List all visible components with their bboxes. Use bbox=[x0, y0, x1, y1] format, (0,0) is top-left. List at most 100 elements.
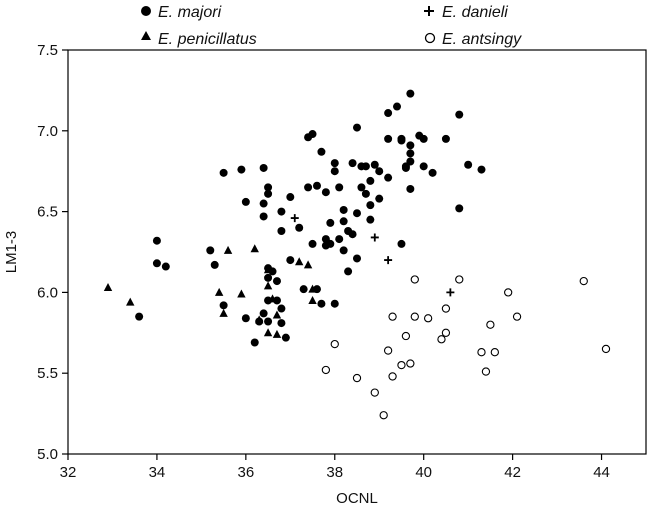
point-penicillatus bbox=[268, 294, 277, 303]
point-majori bbox=[264, 296, 273, 305]
legend-marker-filled-triangle bbox=[141, 31, 151, 40]
legend-marker-open-circle bbox=[424, 32, 436, 44]
point-antsingy bbox=[352, 373, 362, 383]
point-majori bbox=[219, 301, 228, 310]
legend: E. majori E. danieli E. penicillatus E. … bbox=[141, 4, 522, 48]
point-majori bbox=[272, 277, 281, 286]
y-tick-label: 6.0 bbox=[37, 284, 58, 301]
point-penicillatus bbox=[263, 328, 273, 337]
point-majori bbox=[326, 218, 335, 227]
point-majori bbox=[277, 207, 286, 216]
point-antsingy bbox=[490, 348, 499, 357]
point-antsingy bbox=[397, 360, 406, 370]
point-majori bbox=[353, 209, 361, 218]
point-danieli bbox=[384, 256, 393, 265]
y-tick-label: 5.0 bbox=[37, 446, 58, 463]
point-majori bbox=[406, 89, 415, 98]
legend-item-antsingy: E. antsingy bbox=[424, 31, 522, 48]
point-majori bbox=[406, 184, 415, 193]
point-majori bbox=[393, 102, 402, 111]
point-majori bbox=[419, 162, 428, 171]
point-penicillatus bbox=[250, 244, 259, 253]
point-majori bbox=[259, 199, 268, 208]
point-majori bbox=[344, 267, 353, 276]
point-majori bbox=[477, 165, 486, 174]
point-majori bbox=[206, 246, 215, 255]
point-danieli bbox=[370, 233, 379, 242]
point-antsingy bbox=[383, 346, 393, 355]
point-majori bbox=[464, 160, 473, 169]
point-penicillatus bbox=[308, 284, 317, 293]
y-tick-label: 7.5 bbox=[37, 42, 58, 59]
point-majori bbox=[361, 189, 370, 198]
point-penicillatus bbox=[272, 329, 282, 338]
legend-label-antsingy: E. antsingy bbox=[442, 31, 522, 48]
point-majori bbox=[268, 267, 277, 276]
point-penicillatus bbox=[303, 260, 313, 269]
point-penicillatus bbox=[103, 283, 113, 292]
point-majori bbox=[210, 260, 219, 269]
point-majori bbox=[237, 165, 246, 174]
point-penicillatus bbox=[237, 289, 246, 298]
point-antsingy bbox=[504, 288, 513, 297]
point-majori bbox=[219, 168, 228, 177]
legend-label-penicillatus: E. penicillatus bbox=[158, 31, 257, 48]
point-antsingy bbox=[486, 320, 495, 329]
point-majori bbox=[241, 197, 250, 206]
point-majori bbox=[353, 254, 361, 263]
x-tick-label: 36 bbox=[238, 464, 255, 481]
point-majori bbox=[397, 136, 406, 145]
point-majori bbox=[259, 212, 268, 221]
legend-item-penicillatus: E. penicillatus bbox=[141, 31, 257, 48]
point-majori bbox=[406, 157, 415, 166]
point-majori bbox=[339, 217, 348, 226]
y-tick-label: 7.0 bbox=[37, 123, 58, 140]
x-tick-label: 44 bbox=[593, 464, 610, 481]
point-antsingy bbox=[410, 312, 419, 321]
point-majori bbox=[370, 160, 379, 169]
point-antsingy bbox=[388, 312, 397, 321]
plot-frame bbox=[67, 49, 647, 455]
point-majori bbox=[441, 134, 450, 143]
legend-marker-plus bbox=[424, 6, 434, 16]
point-majori bbox=[317, 147, 326, 156]
point-penicillatus bbox=[263, 281, 273, 290]
point-majori bbox=[366, 201, 375, 210]
point-majori bbox=[357, 183, 366, 192]
point-majori bbox=[277, 226, 286, 235]
point-majori bbox=[375, 167, 384, 176]
legend-item-majori: E. majori bbox=[141, 4, 222, 21]
point-majori bbox=[339, 246, 348, 255]
legend-marker-filled-circle bbox=[141, 6, 151, 16]
point-majori bbox=[286, 193, 295, 202]
point-penicillatus bbox=[214, 287, 224, 296]
point-majori bbox=[361, 162, 370, 171]
point-majori bbox=[455, 204, 464, 213]
point-antsingy bbox=[388, 372, 397, 381]
point-majori bbox=[366, 215, 375, 224]
point-majori bbox=[277, 304, 286, 313]
x-tick-label: 32 bbox=[60, 464, 77, 481]
legend-label-danieli: E. danieli bbox=[442, 4, 508, 21]
point-penicillatus bbox=[126, 297, 135, 306]
point-majori bbox=[135, 312, 144, 321]
point-antsingy bbox=[579, 276, 588, 286]
point-antsingy bbox=[441, 328, 451, 337]
point-majori bbox=[384, 173, 393, 182]
point-majori bbox=[259, 163, 268, 172]
point-majori bbox=[295, 223, 304, 232]
point-majori bbox=[419, 134, 428, 143]
point-majori bbox=[259, 309, 268, 318]
point-majori bbox=[264, 189, 273, 198]
point-penicillatus bbox=[308, 295, 317, 304]
point-majori bbox=[326, 239, 335, 248]
data-points bbox=[103, 89, 611, 420]
x-axis-title: OCNL bbox=[336, 490, 378, 507]
legend-item-danieli: E. danieli bbox=[424, 4, 508, 21]
point-majori bbox=[321, 188, 330, 197]
point-majori bbox=[375, 194, 384, 203]
point-antsingy bbox=[330, 339, 339, 349]
axis-ticks: 32 34 36 38 40 42 44 5.0 5.5 6.0 6.5 7.0 7.5 bbox=[37, 42, 610, 481]
x-tick-label: 40 bbox=[415, 464, 432, 481]
